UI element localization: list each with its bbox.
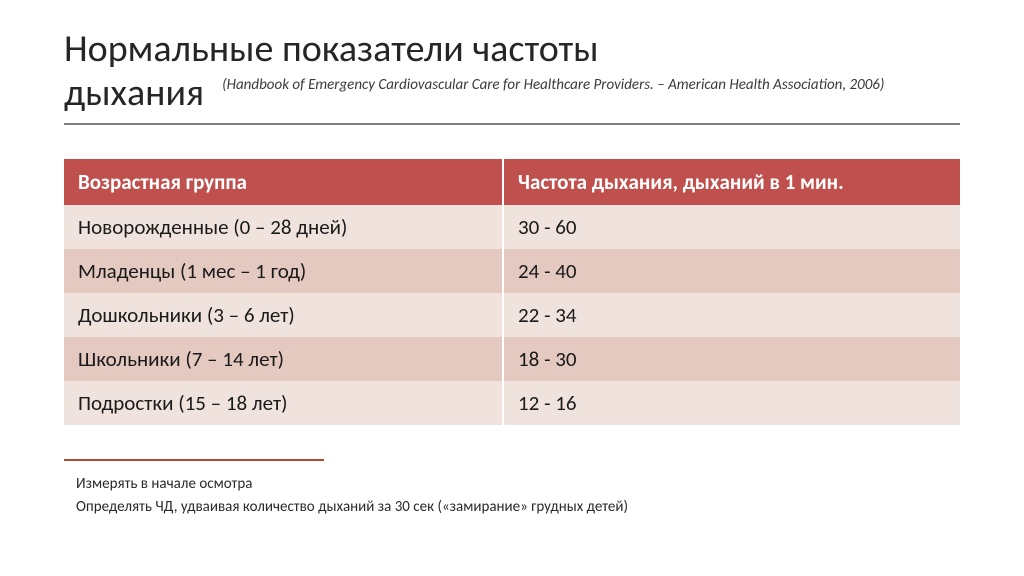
title-row2: дыхания (Handbook of Emergency Cardiovas… <box>64 72 960 116</box>
table-row: Подростки (15 – 18 лет)12 - 16 <box>64 381 960 425</box>
cell-rate: 30 - 60 <box>503 205 960 249</box>
table-header-age: Возрастная группа <box>64 159 503 205</box>
cell-age-group: Новорожденные (0 – 28 дней) <box>64 205 503 249</box>
footnote: Измерять в начале осмотра Определять ЧД,… <box>64 473 960 518</box>
slide-subtitle: (Handbook of Emergency Cardiovascular Ca… <box>222 72 884 96</box>
footnote-line1: Измерять в начале осмотра <box>76 473 960 496</box>
slide-title-line2: дыхания <box>64 72 204 116</box>
slide-title-line1: Нормальные показатели частоты <box>64 28 960 72</box>
cell-rate: 12 - 16 <box>503 381 960 425</box>
respiratory-rate-table: Возрастная группа Частота дыхания, дыхан… <box>64 159 960 425</box>
footnote-line2: Определять ЧД, удваивая количество дыхан… <box>76 496 960 519</box>
cell-age-group: Подростки (15 – 18 лет) <box>64 381 503 425</box>
table-header-row: Возрастная группа Частота дыхания, дыхан… <box>64 159 960 205</box>
title-underline <box>64 123 960 125</box>
table-header-rate: Частота дыхания, дыханий в 1 мин. <box>503 159 960 205</box>
table-row: Школьники (7 – 14 лет)18 - 30 <box>64 337 960 381</box>
table-row: Дошкольники (3 – 6 лет)22 - 34 <box>64 293 960 337</box>
cell-rate: 24 - 40 <box>503 249 960 293</box>
cell-rate: 22 - 34 <box>503 293 960 337</box>
cell-age-group: Младенцы (1 мес – 1 год) <box>64 249 503 293</box>
title-block: Нормальные показатели частоты дыхания (H… <box>64 28 960 115</box>
cell-age-group: Дошкольники (3 – 6 лет) <box>64 293 503 337</box>
table-row: Новорожденные (0 – 28 дней)30 - 60 <box>64 205 960 249</box>
cell-rate: 18 - 30 <box>503 337 960 381</box>
cell-age-group: Школьники (7 – 14 лет) <box>64 337 503 381</box>
footer-separator <box>64 459 324 461</box>
table-body: Новорожденные (0 – 28 дней)30 - 60Младен… <box>64 205 960 425</box>
table-row: Младенцы (1 мес – 1 год)24 - 40 <box>64 249 960 293</box>
slide: Нормальные показатели частоты дыхания (H… <box>0 0 1024 576</box>
